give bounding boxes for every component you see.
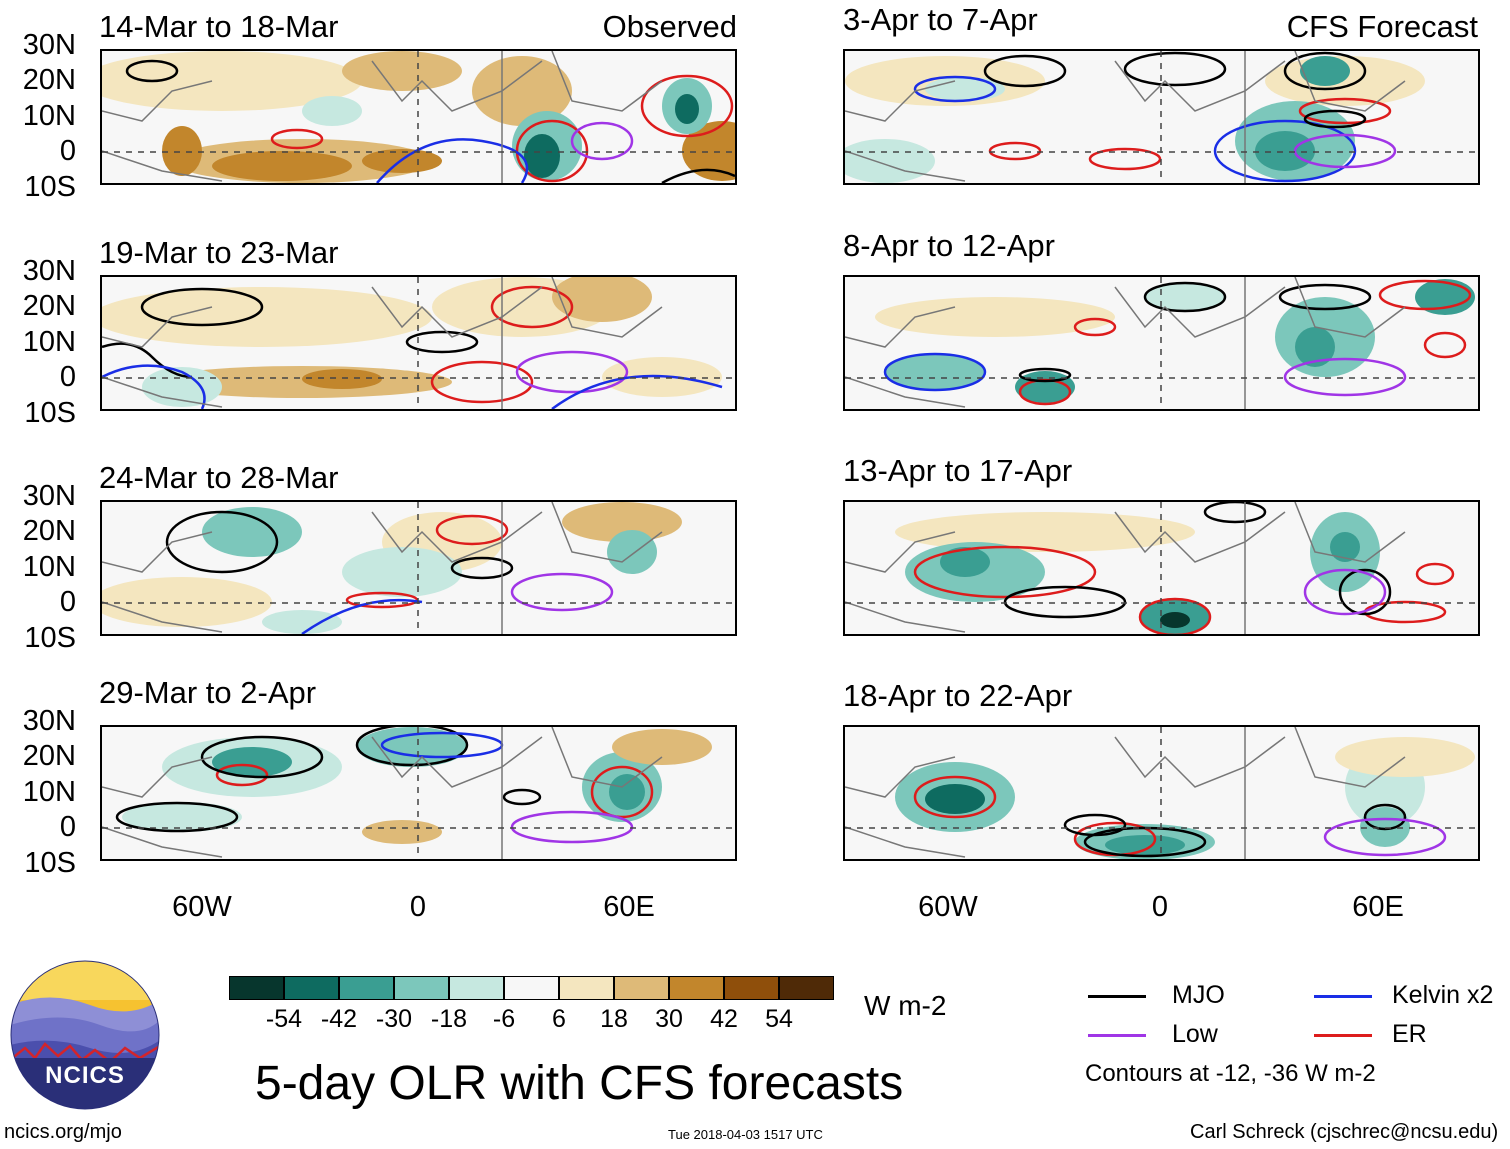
colorbar-swatch — [504, 976, 559, 1000]
colorbar-swatch — [394, 976, 449, 1000]
colorbar-swatch — [559, 976, 614, 1000]
map-panel-observed-4 — [100, 725, 737, 861]
colorbar-swatch — [449, 976, 504, 1000]
lat-label: 20N — [22, 515, 76, 547]
map-panel-forecast-4 — [843, 725, 1480, 861]
lon-label: 60E — [603, 891, 655, 923]
colorbar-tick: 18 — [600, 1005, 628, 1033]
colorbar-tick: 30 — [655, 1005, 683, 1033]
lat-label: 0 — [59, 361, 76, 393]
lon-label: 60W — [172, 891, 232, 923]
colorbar-swatch — [284, 976, 339, 1000]
lat-label: 10S — [24, 847, 76, 879]
map-panel-observed-1 — [100, 49, 737, 185]
lat-label: 10N — [22, 776, 76, 808]
panel-title-right-3: 13-Apr to 17-Apr — [843, 453, 1073, 488]
lat-label: 10S — [24, 171, 76, 203]
lat-label: 10N — [22, 326, 76, 358]
colorbar-tick: -18 — [430, 1005, 468, 1033]
cfs-forecast-label: CFS Forecast — [1286, 9, 1478, 44]
footer-url: ncics.org/mjo — [4, 1121, 122, 1143]
lat-label: 30N — [22, 705, 76, 737]
lat-label: 0 — [59, 811, 76, 843]
lat-label: 20N — [22, 740, 76, 772]
lon-label: 60E — [1352, 891, 1404, 923]
colorbar-swatch — [614, 976, 669, 1000]
panel-title-left-3: 24-Mar to 28-Mar — [99, 460, 339, 495]
legend-swatch-low — [1088, 1034, 1146, 1037]
lat-label: 0 — [59, 135, 76, 167]
lat-label: 0 — [59, 586, 76, 618]
colorbar-tick: -42 — [320, 1005, 358, 1033]
legend-label-er: ER — [1392, 1020, 1427, 1048]
colorbar-swatch — [724, 976, 779, 1000]
panel-title-left-2: 19-Mar to 23-Mar — [99, 235, 339, 270]
colorbar — [229, 976, 834, 1004]
lat-label: 30N — [22, 29, 76, 61]
colorbar-tick: -30 — [375, 1005, 413, 1033]
colorbar-tick: -54 — [265, 1005, 303, 1033]
lat-label: 10S — [24, 622, 76, 654]
colorbar-swatch — [669, 976, 724, 1000]
map-panel-forecast-2 — [843, 275, 1480, 411]
lon-label: 0 — [1151, 891, 1169, 923]
observed-label: Observed — [602, 9, 737, 44]
main-title: 5-day OLR with CFS forecasts — [255, 1057, 904, 1110]
lon-label: 60W — [918, 891, 978, 923]
lat-label: 10N — [22, 551, 76, 583]
map-panel-observed-2 — [100, 275, 737, 411]
panel-title-left-1: 14-Mar to 18-Mar — [99, 9, 339, 44]
colorbar-tick: 42 — [710, 1005, 738, 1033]
map-panel-forecast-3 — [843, 500, 1480, 636]
legend-label-kelvin: Kelvin x2 — [1392, 981, 1494, 1009]
legend-swatch-mjo — [1088, 995, 1146, 998]
lat-label: 30N — [22, 255, 76, 287]
legend-swatch-kelvin — [1314, 995, 1372, 998]
panel-title-right-1: 3-Apr to 7-Apr — [843, 2, 1038, 37]
footer-timestamp: Tue 2018-04-03 1517 UTC — [668, 1127, 823, 1142]
colorbar-ticks: -54 -42 -30 -18 -6 6 18 30 42 54 — [229, 1006, 849, 1036]
footer-author: Carl Schreck (cjschrec@ncsu.edu) — [1190, 1121, 1499, 1143]
colorbar-swatch — [779, 976, 834, 1000]
colorbar-tick: 6 — [552, 1005, 566, 1033]
map-panel-forecast-1 — [843, 49, 1480, 185]
panel-title-left-4: 29-Mar to 2-Apr — [99, 675, 317, 710]
panel-title-right-4: 18-Apr to 22-Apr — [843, 678, 1073, 713]
ncics-logo: NCICS — [10, 960, 160, 1110]
logo-text: NCICS — [45, 1062, 125, 1089]
lat-label: 30N — [22, 480, 76, 512]
map-panel-observed-3 — [100, 500, 737, 636]
colorbar-tick: -6 — [492, 1005, 516, 1033]
legend-swatch-er — [1314, 1034, 1372, 1037]
colorbar-swatch — [229, 976, 284, 1000]
lon-label: 0 — [409, 891, 427, 923]
lat-label: 10N — [22, 100, 76, 132]
lat-label: 20N — [22, 64, 76, 96]
colorbar-swatch — [339, 976, 394, 1000]
panel-title-right-2: 8-Apr to 12-Apr — [843, 228, 1055, 263]
lat-label: 10S — [24, 397, 76, 429]
legend-label-mjo: MJO — [1172, 981, 1225, 1009]
colorbar-tick: 54 — [765, 1005, 793, 1033]
lat-label: 20N — [22, 290, 76, 322]
contour-note: Contours at -12, -36 W m-2 — [1085, 1060, 1376, 1087]
legend-label-low: Low — [1172, 1020, 1218, 1048]
colorbar-unit: W m-2 — [864, 990, 947, 1021]
